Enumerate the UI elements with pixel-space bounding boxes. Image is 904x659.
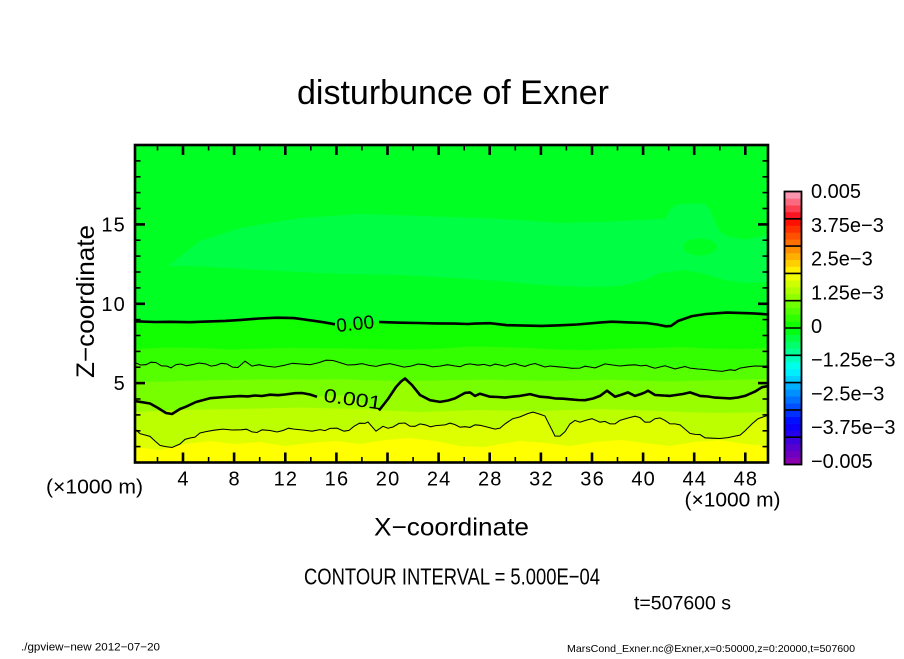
svg-text:16: 16	[325, 469, 350, 491]
svg-text:8: 8	[229, 469, 241, 491]
svg-text:48: 48	[734, 469, 759, 491]
svg-text:−2.5e−3: −2.5e−3	[811, 383, 884, 405]
svg-text:CONTOUR INTERVAL = 5.000E−04: CONTOUR INTERVAL = 5.000E−04	[304, 564, 600, 590]
svg-text:44: 44	[682, 469, 707, 491]
svg-text:−3.75e−3: −3.75e−3	[811, 417, 896, 439]
svg-text:0: 0	[811, 316, 822, 338]
svg-text:./gpview−new 2012−07−20: ./gpview−new 2012−07−20	[21, 642, 160, 654]
svg-text:2.5e−3: 2.5e−3	[811, 249, 873, 271]
svg-text:4: 4	[177, 469, 189, 491]
svg-text:(×1000 m): (×1000 m)	[685, 490, 781, 512]
svg-text:t=507600 s: t=507600 s	[634, 593, 731, 615]
svg-text:12: 12	[274, 469, 299, 491]
svg-text:1.25e−3: 1.25e−3	[811, 282, 884, 304]
svg-text:3.75e−3: 3.75e−3	[811, 215, 884, 237]
svg-text:−0.005: −0.005	[811, 451, 873, 473]
svg-text:5: 5	[114, 373, 126, 395]
svg-text:(×1000 m): (×1000 m)	[46, 477, 143, 499]
svg-text:10: 10	[101, 294, 126, 316]
svg-text:40: 40	[631, 469, 656, 491]
svg-text:MarsCond_Exner.nc@Exner,x=0:50: MarsCond_Exner.nc@Exner,x=0:50000,z=0:20…	[567, 643, 855, 654]
svg-text:X−coordinate: X−coordinate	[374, 514, 529, 542]
svg-text:36: 36	[580, 469, 605, 491]
svg-text:0.005: 0.005	[811, 181, 861, 203]
svg-text:−1.25e−3: −1.25e−3	[811, 350, 896, 372]
svg-text:Z−coordinate: Z−coordinate	[72, 225, 100, 378]
svg-text:disturbunce of Exner: disturbunce of Exner	[297, 74, 609, 112]
svg-text:32: 32	[529, 469, 554, 491]
svg-text:0.00: 0.00	[335, 312, 375, 337]
svg-text:28: 28	[478, 469, 503, 491]
svg-text:20: 20	[376, 469, 401, 491]
svg-text:15: 15	[101, 214, 126, 236]
svg-text:24: 24	[427, 469, 452, 491]
